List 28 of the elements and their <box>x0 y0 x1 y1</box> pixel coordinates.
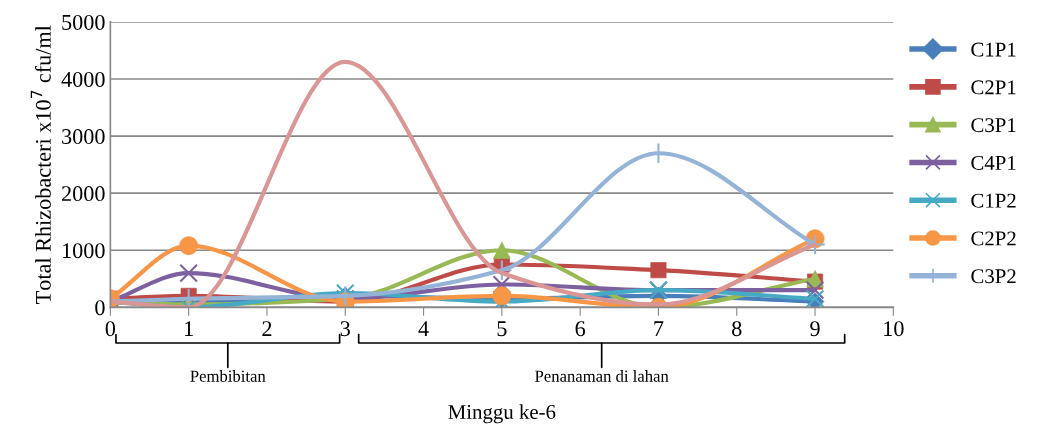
text: Penanaman di lahan <box>535 370 669 382</box>
x-tick-label: 5 <box>497 321 507 337</box>
x-tick-label: 9 <box>810 321 820 337</box>
text: Pembibitan <box>190 370 266 382</box>
y-tick-label: 0 <box>95 300 105 316</box>
legend-label: C3P1 <box>971 118 1016 133</box>
legend-label: C2P1 <box>971 80 1016 95</box>
x-tick-label: 10 <box>884 321 904 337</box>
x-tick-label: 6 <box>575 321 586 337</box>
x-tick-label: 3 <box>340 321 350 337</box>
legend-label: C3P2 <box>971 269 1016 284</box>
legend-label: C2P2 <box>971 231 1016 246</box>
y-tick-label: 4000 <box>61 71 105 87</box>
x-tick-label: 8 <box>732 321 742 337</box>
x-tick-label: 2 <box>262 321 272 336</box>
legend-label: C1P2 <box>971 193 1016 208</box>
legend-label: C1P1 <box>971 42 1016 57</box>
y-tick-label: 5000 <box>62 14 105 30</box>
x-tick-label: 7 <box>654 321 664 336</box>
x-tick-label: 1 <box>185 321 193 336</box>
y-tick-label: 2000 <box>62 186 105 202</box>
x-tick-label: 0 <box>105 321 116 337</box>
legend-label: C4P1 <box>971 155 1016 170</box>
x-tick-label: 4 <box>418 321 429 336</box>
x-axis-title: Minggu ke-6 <box>448 404 556 424</box>
y-axis-title: Total Rhizobacteri x10$^{7}$ cfu/ml <box>30 25 51 304</box>
y-tick-label: 3000 <box>62 129 105 145</box>
y-tick-label: 1000 <box>63 243 105 259</box>
